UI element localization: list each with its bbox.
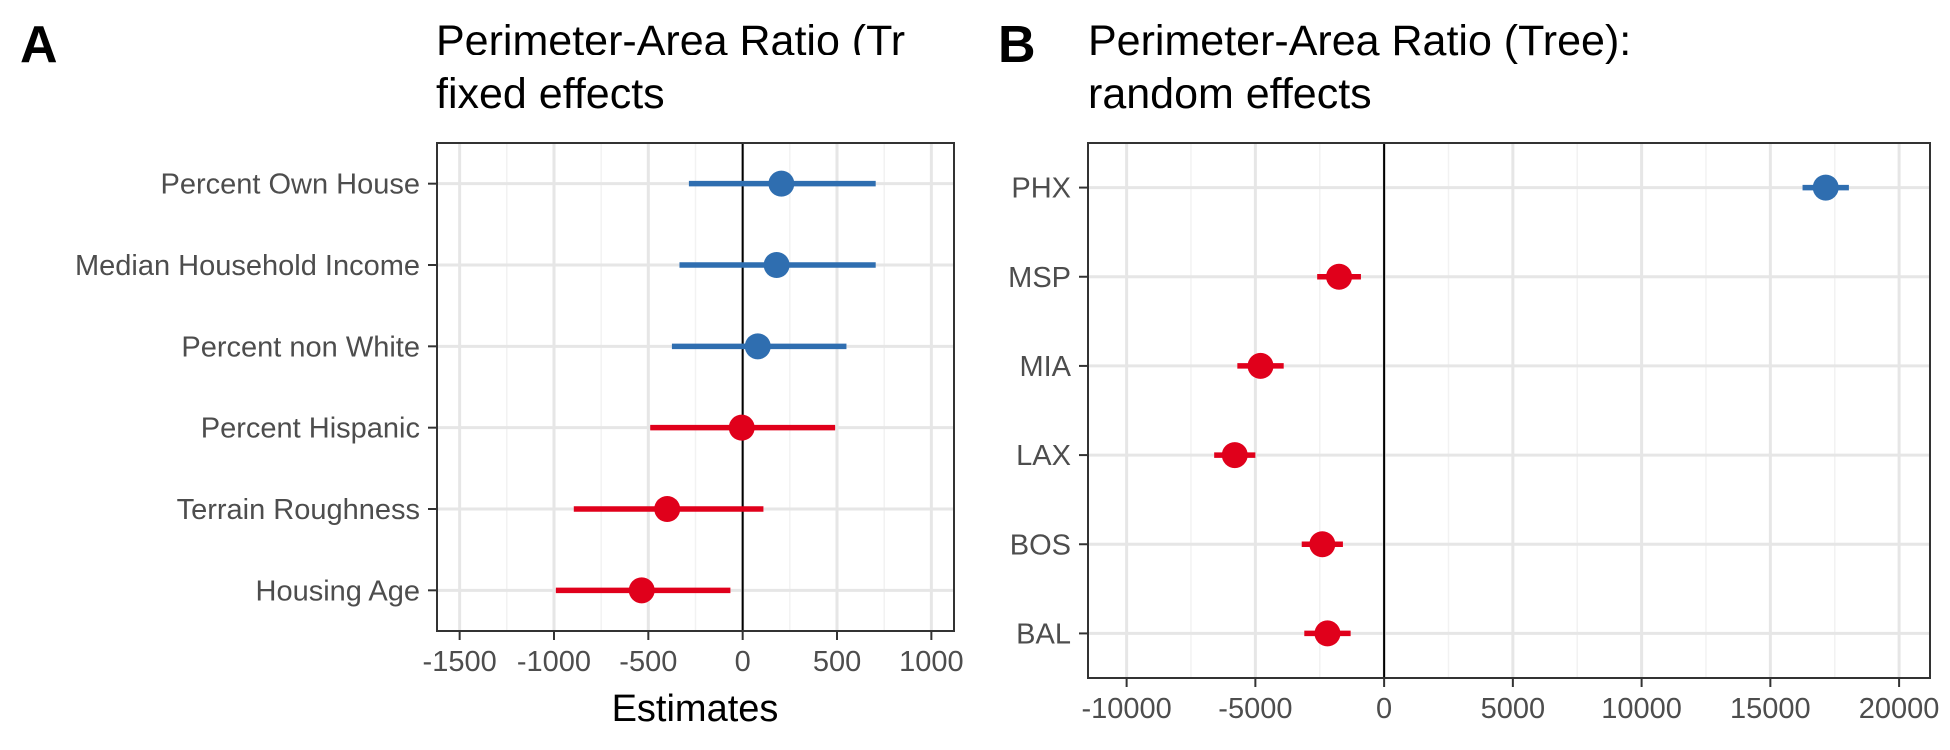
panel-a-x-tick-label: -1000 [517, 646, 591, 678]
panel-b-x-tick-label: 20000 [1859, 693, 1940, 725]
panel-b-estimate-point [1314, 620, 1341, 647]
panel-a: A Perimeter-Area Ratio (Tr fixed effects… [20, 16, 964, 730]
panel-b: B Perimeter-Area Ratio (Tree): random ef… [998, 16, 1939, 725]
panel-b-x-tick-label: -5000 [1218, 693, 1292, 725]
panel-a-x-tick-label: -500 [619, 646, 677, 678]
panel-a-x-tick-label: 1000 [899, 646, 964, 678]
panel-b-estimate-point [1247, 352, 1274, 379]
panel-label-b: B [998, 16, 1036, 74]
panel-a-y-tick-label: Housing Age [256, 575, 420, 607]
panel-a-y-tick-label: Terrain Roughness [177, 494, 420, 526]
panel-a-estimate-point [728, 414, 755, 441]
panel-a-x-tick-label: 500 [813, 646, 861, 678]
panel-a-y-tick-label: Median Household Income [75, 250, 420, 282]
panel-a-x-tick-label: 0 [735, 646, 751, 678]
panel-b-y-tick-label: LAX [1016, 440, 1071, 472]
panel-a-title-line1: Perimeter-Area Ratio (Tr [436, 17, 905, 65]
panel-label-a: A [20, 16, 58, 74]
panel-a-estimate-point [768, 170, 795, 197]
panel-b-x-tick-label: -10000 [1081, 693, 1171, 725]
panel-a-panel-border [436, 142, 955, 632]
panel-a-x-tick-label: -1500 [423, 646, 497, 678]
panel-a-estimate-point [628, 577, 655, 604]
panel-a-title-line2: fixed effects [436, 70, 665, 118]
plot-area-b: PHX MSP MIA LAX BOS BAL -10000 -5000 0 5000 10000 1… [1008, 142, 1940, 725]
panel-b-title-line1: Perimeter-Area Ratio (Tree): [1088, 17, 1631, 65]
panel-a-y-tick-label: Percent non White [181, 331, 420, 363]
panel-b-estimate-point [1812, 174, 1839, 201]
panel-a-y-tick-label: Percent Hispanic [201, 413, 420, 445]
panel-a-estimate-point [654, 496, 681, 522]
panel-b-y-tick-label: PHX [1011, 173, 1071, 205]
panel-a-y-tick-label: Percent Own House [160, 169, 420, 201]
panel-b-y-tick-label: BOS [1010, 529, 1071, 561]
panel-a-estimate-point [744, 333, 771, 360]
panel-b-panel-border [1087, 142, 1931, 679]
panel-b-title-line2: random effects [1088, 70, 1372, 118]
panel-b-x-tick-label: 0 [1376, 693, 1392, 725]
panel-b-y-tick-label: BAL [1016, 618, 1071, 650]
panel-b-estimate-point [1221, 442, 1248, 469]
panel-b-y-tick-label: MSP [1008, 262, 1071, 294]
panel-b-y-tick-label: MIA [1019, 351, 1071, 383]
panel-b-x-tick-label: 5000 [1481, 693, 1546, 725]
plot-area-a: Percent Own House Median Household Income… [75, 142, 964, 678]
panel-b-x-tick-label: 15000 [1730, 693, 1811, 725]
x-axis-title-a: Estimates [612, 688, 779, 730]
panel-b-x-tick-label: 10000 [1601, 693, 1682, 725]
panel-b-panel-background [1088, 143, 1930, 678]
panel-b-estimate-point [1326, 263, 1353, 290]
panel-a-estimate-point [763, 252, 790, 278]
panel-b-estimate-point [1309, 531, 1336, 558]
